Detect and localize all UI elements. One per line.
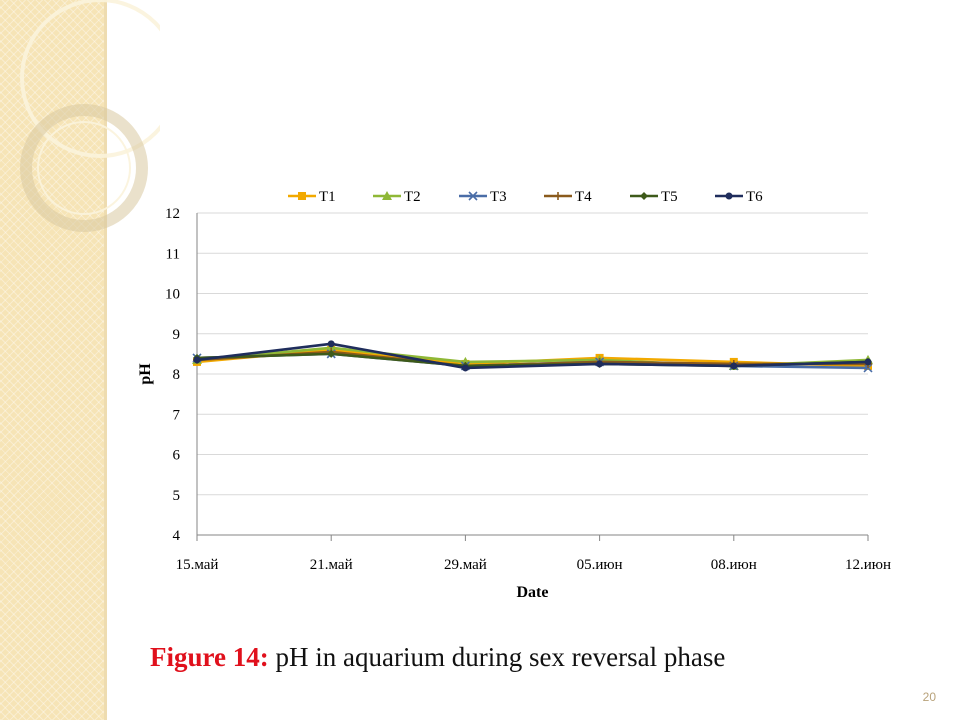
y-tick-label: 9 <box>173 327 181 343</box>
data-point-t3 <box>863 363 873 373</box>
x-tick-label: 08.июн <box>711 557 757 573</box>
legend-label: T5 <box>661 189 678 205</box>
legend-marker <box>382 191 392 200</box>
figure-caption: Figure 14: pH in aquarium during sex rev… <box>150 642 725 673</box>
legend-item-t2: T2 <box>373 189 421 205</box>
decorative-rings <box>20 0 160 232</box>
page-number: 20 <box>922 690 936 704</box>
legend-label: T6 <box>746 189 763 205</box>
data-point-t6 <box>864 358 872 366</box>
legend-marker <box>298 192 306 200</box>
side-strip-border <box>104 0 107 720</box>
x-tick-label: 21.май <box>310 557 353 573</box>
legend-item-t4: T4 <box>544 189 592 205</box>
legend-label: T3 <box>490 189 507 205</box>
legend-marker <box>554 192 562 200</box>
y-tick-label: 4 <box>173 528 181 544</box>
y-tick-label: 10 <box>165 287 180 303</box>
series-t6 <box>193 340 872 372</box>
legend-marker <box>640 192 648 200</box>
y-tick-label: 11 <box>166 246 180 262</box>
x-tick-label: 29.май <box>444 557 487 573</box>
y-tick-label: 6 <box>173 448 181 464</box>
figure-caption-text: pH in aquarium during sex reversal phase <box>268 642 726 672</box>
figure-caption-label: Figure 14: <box>150 642 269 672</box>
legend-item-t6: T6 <box>715 189 763 205</box>
legend-marker <box>468 191 478 201</box>
data-point-t6 <box>461 364 469 372</box>
series-line-t6 <box>196 342 869 370</box>
y-axis-title: pH <box>137 363 154 385</box>
y-tick-label: 5 <box>173 488 181 504</box>
y-tick-label: 8 <box>173 367 181 383</box>
legend-item-t1: T1 <box>288 189 336 205</box>
x-tick-label: 05.июн <box>577 557 623 573</box>
legend-label: T2 <box>404 189 421 205</box>
legend-item-t3: T3 <box>459 189 507 205</box>
x-tick-label: 15.май <box>176 557 219 573</box>
data-point-t6 <box>596 360 604 368</box>
legend-item-t5: T5 <box>630 189 678 205</box>
y-tick-label: 12 <box>165 206 180 222</box>
legend-label: T1 <box>319 189 336 205</box>
legend-label: T4 <box>575 189 592 205</box>
data-point-t6 <box>730 362 738 370</box>
x-axis-title: Date <box>517 584 549 601</box>
data-point-t5 <box>327 349 336 358</box>
data-point-t6 <box>193 356 201 364</box>
y-tick-label: 7 <box>173 407 181 423</box>
x-tick-label: 12.июн <box>845 557 891 573</box>
data-point-t2 <box>326 342 337 352</box>
legend-marker <box>725 192 733 200</box>
data-point-t6 <box>327 340 335 348</box>
